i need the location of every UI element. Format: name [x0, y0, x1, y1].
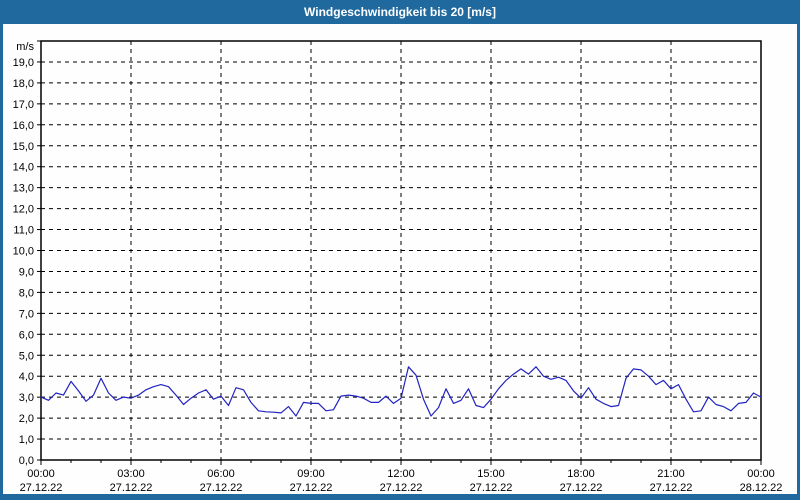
page-title: Windgeschwindigkeit bis 20 [m/s] — [304, 5, 496, 19]
x-tick-date-label: 27.12.22 — [110, 482, 153, 494]
x-tick-time-label: 12:00 — [387, 468, 415, 480]
y-tick-label: 18,0 — [13, 78, 34, 90]
x-tick-date-label: 27.12.22 — [560, 482, 603, 494]
x-tick-time-label: 21:00 — [657, 468, 685, 480]
y-tick-label: 19,0 — [13, 57, 34, 69]
y-tick-label: 1,0 — [19, 434, 34, 446]
y-tick-label: 8,0 — [19, 287, 34, 299]
y-axis-unit-label: m/s — [16, 41, 34, 53]
x-tick-date-label: 27.12.22 — [290, 482, 333, 494]
y-tick-label: 9,0 — [19, 266, 34, 278]
y-tick-label: 13,0 — [13, 183, 34, 195]
y-tick-label: 10,0 — [13, 246, 34, 258]
y-tick-label: 17,0 — [13, 99, 34, 111]
y-tick-label: 4,0 — [19, 371, 34, 383]
x-tick-time-label: 09:00 — [297, 468, 325, 480]
x-tick-time-label: 00:00 — [27, 468, 55, 480]
x-tick-date-label: 27.12.22 — [20, 482, 63, 494]
x-tick-time-label: 06:00 — [207, 468, 235, 480]
wind-speed-series-line — [40, 366, 762, 417]
y-tick-label: 5,0 — [19, 350, 34, 362]
y-tick-label: 7,0 — [19, 308, 34, 320]
x-tick-date-label: 28.12.22 — [740, 482, 783, 494]
x-tick-time-label: 18:00 — [567, 468, 595, 480]
x-tick-time-label: 03:00 — [117, 468, 145, 480]
y-tick-label: 14,0 — [13, 162, 34, 174]
x-tick-time-label: 00:00 — [747, 468, 775, 480]
x-tick-date-label: 27.12.22 — [650, 482, 693, 494]
y-tick-label: 2,0 — [19, 413, 34, 425]
y-tick-label: 15,0 — [13, 141, 34, 153]
y-tick-label: 3,0 — [19, 392, 34, 404]
y-tick-label: 11,0 — [13, 225, 34, 237]
y-tick-label: 6,0 — [19, 329, 34, 341]
window-border-bottom — [0, 494, 800, 500]
title-bar: Windgeschwindigkeit bis 20 [m/s] — [0, 0, 800, 24]
y-tick-label: 12,0 — [13, 204, 34, 216]
window-border-left — [0, 0, 3, 500]
x-tick-time-label: 15:00 — [477, 468, 505, 480]
y-tick-label: 0,0 — [19, 455, 34, 467]
x-tick-date-label: 27.12.22 — [470, 482, 513, 494]
y-tick-label: 16,0 — [13, 120, 34, 132]
x-tick-date-label: 27.12.22 — [200, 482, 243, 494]
window-border-right — [797, 0, 800, 500]
x-tick-date-label: 27.12.22 — [380, 482, 423, 494]
